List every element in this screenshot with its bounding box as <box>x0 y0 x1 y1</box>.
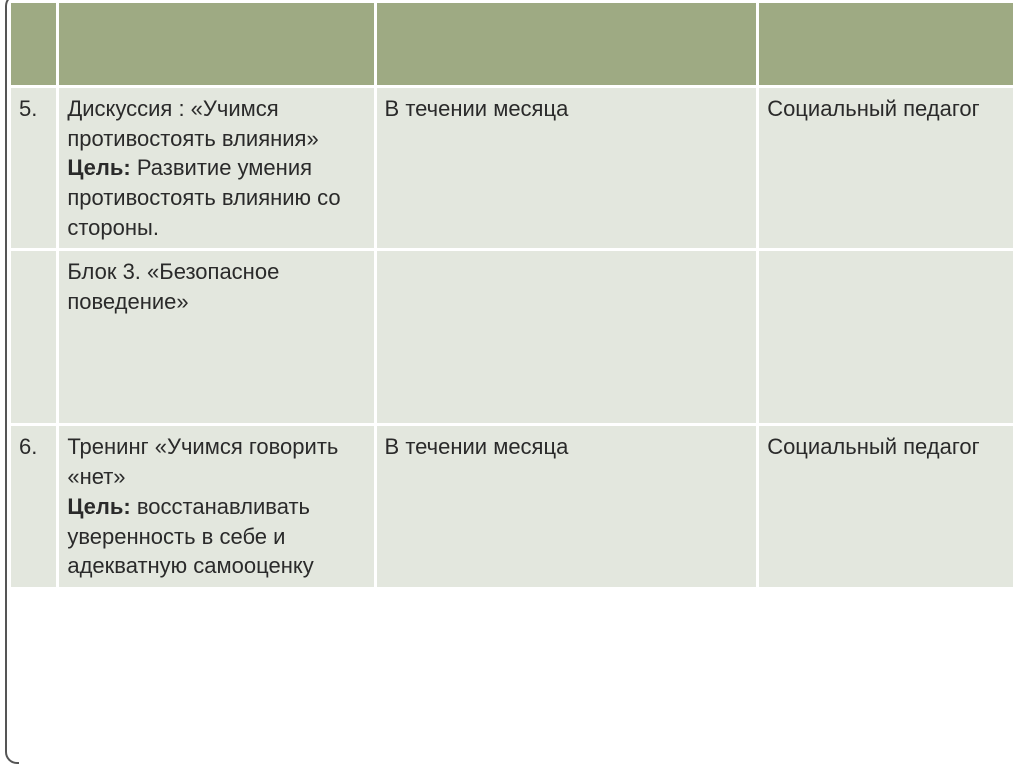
cell-time <box>375 250 758 425</box>
header-cell-resp <box>758 2 1015 87</box>
header-cell-time <box>375 2 758 87</box>
cell-resp <box>758 250 1015 425</box>
table-frame: 5. Дискуссия : «Учимся противостоять вли… <box>8 0 1016 760</box>
cell-time: В течении месяца <box>375 87 758 250</box>
table-row: 6. Тренинг «Учимся говорить «нет» Цель: … <box>10 425 1015 588</box>
cell-resp: Социальный педагог <box>758 425 1015 588</box>
cell-time: В течении месяца <box>375 425 758 588</box>
cell-desc: Тренинг «Учимся говорить «нет» Цель: вос… <box>58 425 375 588</box>
cell-desc: Дискуссия : «Учимся противостоять влияни… <box>58 87 375 250</box>
goal-label: Цель: <box>67 155 130 180</box>
left-bracket-decoration <box>5 0 19 764</box>
table-row: Блок 3. «Безопасное поведение» <box>10 250 1015 425</box>
header-cell-desc <box>58 2 375 87</box>
desc-title: Блок 3. «Безопасное поведение» <box>67 259 279 314</box>
schedule-table: 5. Дискуссия : «Учимся противостоять вли… <box>8 0 1016 590</box>
cell-desc: Блок 3. «Безопасное поведение» <box>58 250 375 425</box>
cell-resp: Социальный педагог <box>758 87 1015 250</box>
table-row: 5. Дискуссия : «Учимся противостоять вли… <box>10 87 1015 250</box>
goal-label: Цель: <box>67 494 130 519</box>
desc-title: Дискуссия : «Учимся противостоять влияни… <box>67 96 318 151</box>
desc-title: Тренинг «Учимся говорить «нет» <box>67 434 338 489</box>
table-header-row <box>10 2 1015 87</box>
